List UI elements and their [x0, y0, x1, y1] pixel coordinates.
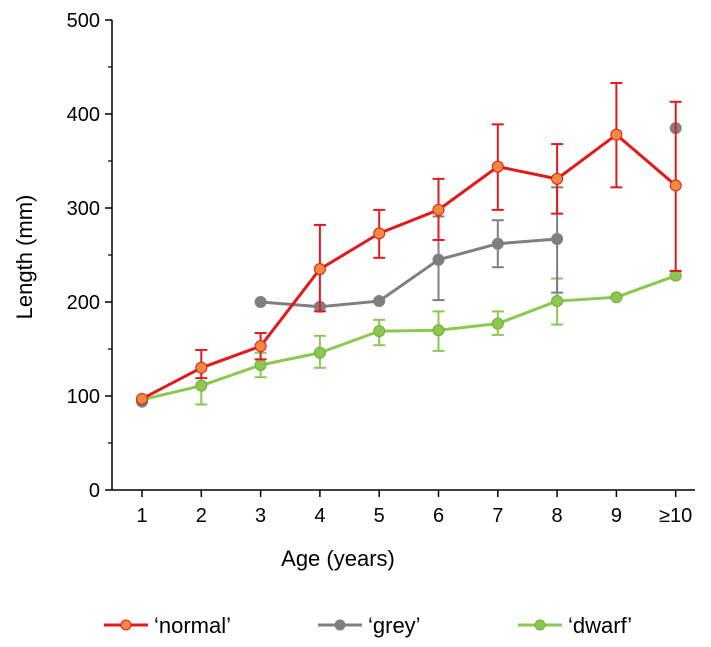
data-point	[254, 358, 267, 371]
x-tick-label: 6	[433, 505, 444, 527]
y-tick-label: 200	[67, 292, 100, 314]
data-point	[313, 263, 326, 276]
legend-swatch-marker	[120, 619, 132, 631]
series-1	[136, 122, 682, 408]
y-ticks: 0 100 200 300 400 500	[67, 10, 112, 502]
data-point	[195, 379, 208, 392]
series-layer	[136, 81, 682, 408]
axes	[111, 20, 695, 491]
data-point	[313, 346, 326, 359]
series-line	[141, 133, 677, 401]
legend: ‘normal’ ‘grey’ ‘dwarf’	[104, 613, 632, 638]
y-tick-label: 300	[67, 198, 100, 220]
y-tick-label: 400	[67, 104, 100, 126]
x-tick-label: 8	[552, 505, 563, 527]
x-tick-label: 2	[196, 505, 207, 527]
data-point	[610, 128, 623, 141]
x-tick-label: 4	[314, 505, 325, 527]
legend-label: ‘normal’	[154, 613, 231, 638]
x-tick-label: 9	[611, 505, 622, 527]
y-axis-title: Length (mm)	[12, 195, 37, 320]
series-line	[141, 274, 677, 402]
series-2	[136, 269, 682, 406]
data-point	[373, 227, 386, 240]
data-point	[551, 233, 564, 246]
y-tick-label: 0	[89, 480, 100, 502]
x-ticks: 1 2 3 4 5 6 7 8 9 ≥10	[136, 490, 692, 527]
legend-swatch-marker	[334, 619, 346, 631]
data-point	[432, 253, 445, 266]
data-point	[491, 160, 504, 173]
data-point	[195, 361, 208, 374]
legend-swatch-marker	[534, 619, 546, 631]
data-point	[254, 340, 267, 353]
y-tick-label: 500	[67, 10, 100, 32]
x-tick-label: 7	[492, 505, 503, 527]
data-point	[373, 325, 386, 338]
data-point	[136, 392, 148, 405]
series-0	[136, 81, 682, 405]
x-tick-label: 1	[136, 505, 147, 527]
series-line	[260, 237, 558, 309]
x-tick-label: ≥10	[659, 505, 692, 527]
legend-label: ‘dwarf’	[568, 613, 632, 638]
data-point	[551, 172, 564, 185]
x-axis-title: Age (years)	[281, 546, 395, 571]
data-point	[373, 295, 386, 308]
data-point	[432, 324, 445, 337]
x-tick-label: 3	[255, 505, 266, 527]
data-point	[669, 179, 682, 192]
data-point	[432, 203, 445, 216]
y-tick-label: 100	[67, 386, 100, 408]
data-point	[551, 295, 564, 308]
data-point	[254, 296, 267, 308]
data-point	[610, 291, 623, 304]
legend-label: ‘grey’	[368, 613, 421, 638]
x-tick-label: 5	[374, 505, 385, 527]
data-point	[491, 317, 504, 330]
data-point	[491, 237, 504, 250]
